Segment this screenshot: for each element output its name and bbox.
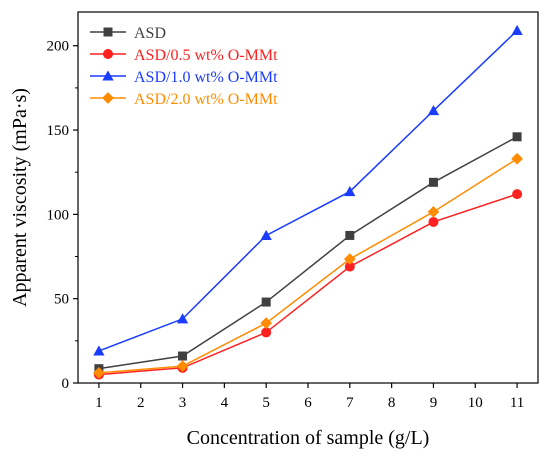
marker-triangle (176, 313, 189, 324)
x-tick-label: 11 (510, 395, 524, 411)
marker-circle (428, 216, 439, 227)
legend-item: ASD/0.5 wt% O-MMt (90, 47, 278, 64)
marker-triangle (427, 105, 440, 116)
series-2 (93, 24, 523, 356)
marker-triangle (260, 229, 272, 240)
series-line (98, 158, 518, 374)
marker-diamond (427, 205, 440, 218)
marker-square (345, 230, 355, 240)
marker-square (428, 177, 438, 187)
series-line (98, 30, 518, 352)
y-tick-label: 50 (54, 292, 69, 308)
x-tick-label: 4 (221, 395, 229, 411)
legend: ASD ASD/0.5 wt% O-MMt ASD/1.0 wt% O-MMt ASD… (90, 25, 278, 108)
x-tick-label: 8 (388, 395, 396, 411)
marker-square (261, 297, 271, 307)
legend-label: ASD/1.0 wt% O-MMt (134, 69, 278, 86)
marker-diamond (93, 367, 105, 379)
legend-label: ASD (134, 25, 166, 42)
y-tick-label: 100 (47, 207, 70, 223)
marker-triangle (344, 185, 356, 197)
marker-circle (261, 327, 272, 338)
marker-square (512, 132, 522, 142)
y-tick-label: 200 (47, 39, 70, 55)
marker-square (103, 27, 113, 37)
y-tick-label: 150 (47, 123, 70, 139)
marker-diamond (102, 92, 114, 104)
x-axis-title: Concentration of sample (g/L) (187, 427, 430, 449)
marker-circle (512, 189, 523, 200)
series-1 (93, 189, 523, 380)
x-tick-label: 6 (304, 395, 312, 411)
legend-item: ASD/1.0 wt% O-MMt (90, 69, 278, 86)
marker-diamond (260, 317, 273, 329)
series-line (98, 193, 518, 376)
marker-square (178, 351, 188, 361)
legend-item: ASD/2.0 wt% O-MMt (90, 91, 278, 108)
marker-diamond (343, 253, 356, 265)
marker-triangle (93, 345, 105, 356)
plot-frame (77, 11, 539, 384)
axes: 1 2 3 4 5 6 7 8 9 10 11 0 50 100 150 200 (47, 11, 539, 411)
legend-label: ASD/2.0 wt% O-MMt (134, 91, 278, 108)
marker-triangle (511, 24, 523, 36)
x-tick-label: 5 (262, 395, 270, 411)
y-axis-title: Apparent viscosity (mPa·s) (9, 88, 31, 307)
x-tick-label: 1 (95, 395, 103, 411)
x-tick-label: 2 (137, 395, 145, 411)
marker-circle (103, 49, 113, 59)
marker-diamond (511, 152, 523, 165)
x-tick-label: 10 (468, 395, 483, 411)
x-tick-label: 7 (346, 395, 354, 411)
x-tick-label: 9 (430, 395, 438, 411)
marker-circle (344, 261, 355, 272)
series-0 (94, 132, 522, 374)
marker-triangle (102, 70, 114, 81)
marker-diamond (176, 360, 189, 372)
y-tick-label: 0 (62, 376, 70, 392)
series-line (98, 136, 518, 370)
series-layer (93, 24, 523, 380)
legend-item: ASD (90, 25, 166, 42)
legend-label: ASD/0.5 wt% O-MMt (134, 47, 278, 64)
x-tick-label: 3 (179, 395, 187, 411)
series-3 (93, 152, 523, 379)
